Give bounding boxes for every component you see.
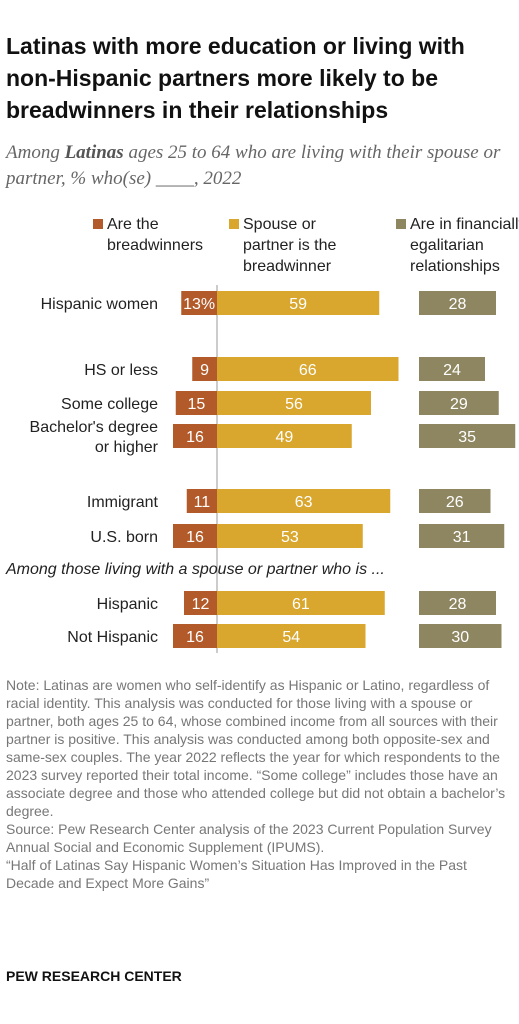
category-label: U.S. born <box>90 529 158 546</box>
category-label: Not Hispanic <box>67 629 158 646</box>
category-label: Bachelor's degree <box>30 419 159 436</box>
category-label: Hispanic women <box>41 296 158 313</box>
legend-swatch <box>396 219 406 229</box>
bar-partner-breadwinner <box>217 591 385 615</box>
report-title: “Half of Latinas Say Hispanic Women’s Si… <box>6 857 467 891</box>
category-label: Hispanic <box>97 596 158 613</box>
data-label: 16 <box>186 629 204 646</box>
source-text: Source: Pew Research Center analysis of … <box>6 821 492 855</box>
data-label: 11 <box>194 494 211 511</box>
bar-egalitarian <box>419 524 505 548</box>
data-label: 30 <box>451 629 469 646</box>
bar-partner-breadwinner <box>217 489 391 513</box>
chart-subtitle: Among Latinas ages 25 to 64 who are livi… <box>6 140 511 192</box>
bar-egalitarian <box>419 357 485 381</box>
legend-label: breadwinner <box>243 258 332 275</box>
data-label: 49 <box>275 429 293 446</box>
bar-partner-breadwinner <box>217 357 399 381</box>
data-label: 28 <box>449 296 467 313</box>
data-label: 24 <box>443 362 461 379</box>
data-label: 31 <box>453 529 471 546</box>
bar-egalitarian <box>419 424 516 448</box>
bar-breadwinner <box>173 524 217 548</box>
legend-label: relationships <box>410 258 500 275</box>
data-label: 29 <box>450 396 468 413</box>
legend-label: Spouse or <box>243 216 317 233</box>
bar-chart: Are the breadwinners Spouse or partner is t… <box>5 216 519 653</box>
chart-title: Latinas with more education or living wi… <box>6 33 465 123</box>
bar-breadwinner <box>184 591 217 615</box>
category-label: Immigrant <box>87 494 159 511</box>
bar-partner-breadwinner <box>217 291 380 315</box>
data-label: 56 <box>285 396 303 413</box>
legend-label: breadwinners <box>107 237 203 254</box>
bar-breadwinner <box>181 291 217 315</box>
legend-label: Are the <box>107 216 159 233</box>
bar-partner-breadwinner <box>217 424 352 448</box>
legend-swatch <box>93 219 103 229</box>
data-label: 59 <box>289 296 307 313</box>
bar-egalitarian <box>419 624 502 648</box>
data-label: 28 <box>449 596 467 613</box>
bar-breadwinner <box>192 357 217 381</box>
data-label: 63 <box>295 494 313 511</box>
data-label: 66 <box>299 362 317 379</box>
data-label: 53 <box>281 529 299 546</box>
bar-egalitarian <box>419 489 491 513</box>
bar-partner-breadwinner <box>217 624 366 648</box>
data-label: 12 <box>192 596 210 613</box>
pew-brand: PEW RESEARCH CENTER <box>6 968 182 984</box>
data-label: 54 <box>282 629 300 646</box>
bar-breadwinner <box>173 624 217 648</box>
section-label: Among those living with a spouse or part… <box>5 561 385 578</box>
data-label: 16 <box>186 529 204 546</box>
legend-label: Are in financially <box>410 216 519 233</box>
bar-partner-breadwinner <box>217 391 371 415</box>
subtitle-suffix: ages 25 to 64 who are living with their … <box>6 142 501 189</box>
bar-breadwinner <box>186 489 217 513</box>
legend-label: partner is the <box>243 237 336 254</box>
subtitle-emphasis: Latinas <box>64 142 124 163</box>
bar-egalitarian <box>419 291 496 315</box>
category-label: HS or less <box>84 362 158 379</box>
chart-notes: Note: Latinas are women who self-identif… <box>6 676 511 892</box>
bar-breadwinner <box>173 424 217 448</box>
legend-swatch <box>229 219 239 229</box>
legend-label: egalitarian <box>410 237 484 254</box>
subtitle-prefix: Among <box>6 142 65 163</box>
data-label: 61 <box>292 596 310 613</box>
bar-breadwinner <box>175 391 217 415</box>
category-label: Some college <box>61 396 158 413</box>
data-label: 9 <box>200 362 209 379</box>
data-label: 16 <box>186 429 204 446</box>
note-text: Note: Latinas are women who self-identif… <box>6 677 506 819</box>
data-label: 35 <box>458 429 476 446</box>
data-label: 26 <box>446 494 464 511</box>
bar-egalitarian <box>419 391 499 415</box>
category-label: or higher <box>95 439 159 456</box>
bar-egalitarian <box>419 591 496 615</box>
data-label: 13% <box>183 296 215 313</box>
data-label: 15 <box>187 396 205 413</box>
bar-partner-breadwinner <box>217 524 363 548</box>
